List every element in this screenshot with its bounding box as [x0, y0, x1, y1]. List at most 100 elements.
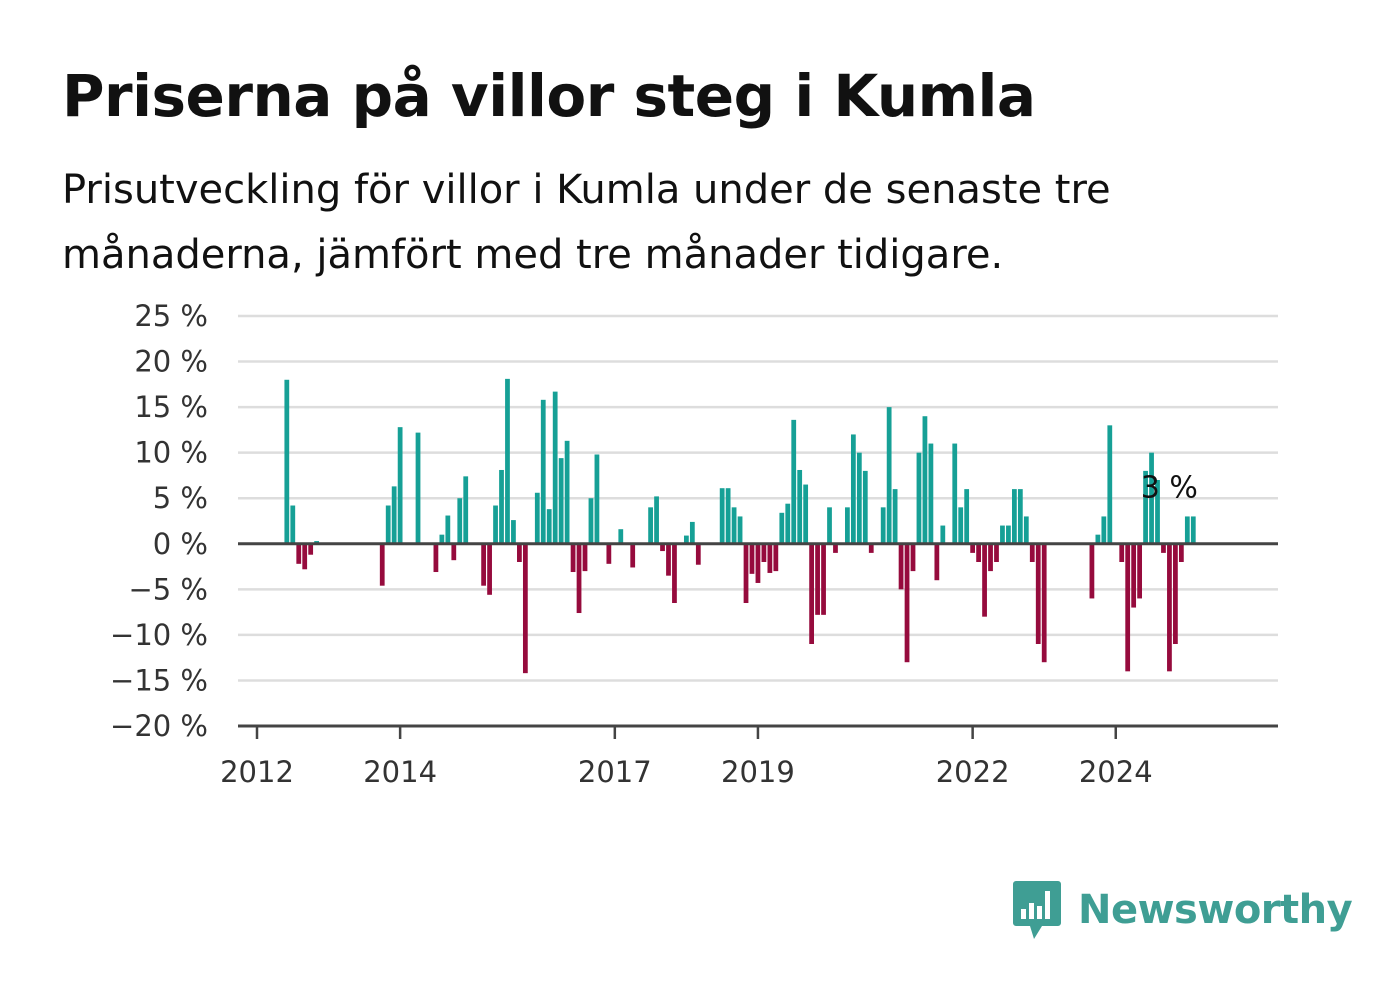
bar [1143, 470, 1148, 544]
bar [779, 512, 785, 544]
bar [522, 543, 528, 674]
bar [904, 543, 910, 663]
bar [284, 379, 290, 544]
y-tick-label: 10 % [134, 436, 208, 470]
bar [761, 543, 767, 562]
brand-name: Newsworthy [1078, 887, 1353, 933]
bar [827, 507, 832, 544]
bar [833, 543, 838, 553]
bar [695, 543, 701, 565]
bar [499, 469, 504, 544]
bar [767, 543, 773, 573]
bar [964, 489, 970, 544]
bar [958, 507, 964, 544]
bar [660, 543, 665, 552]
bar [618, 529, 624, 544]
bar [892, 489, 898, 544]
bar [546, 509, 552, 544]
y-tick-label: 20 % [134, 345, 208, 379]
y-axis-tick-labels: 25 % 20 % 15 % 10 % 5 % 0 % −5 % −10 % −15 % −20 … [110, 299, 208, 743]
bar [570, 543, 576, 573]
bar [558, 458, 564, 544]
bar [952, 443, 958, 544]
x-tick-label: 2012 [220, 755, 294, 789]
bar [1089, 543, 1095, 599]
bar [850, 434, 856, 544]
bar [773, 543, 779, 572]
bar [1107, 425, 1113, 544]
bar [743, 543, 749, 603]
x-tick-label: 2022 [936, 755, 1010, 789]
bar [296, 543, 302, 564]
bar [928, 443, 934, 544]
bar [463, 476, 469, 544]
y-tick-label: 15 % [134, 390, 208, 424]
bar [797, 469, 803, 544]
y-tick-label: −15 % [110, 663, 208, 697]
bar [1101, 516, 1107, 544]
bar [970, 543, 976, 553]
bar [731, 507, 737, 544]
bar [630, 543, 636, 568]
bar [922, 416, 928, 544]
chart-title: Priserna på villor steg i Kumla [62, 62, 1036, 130]
bar [672, 543, 677, 603]
bar [976, 543, 981, 562]
bar [534, 492, 540, 544]
bar [1029, 543, 1035, 562]
bar [988, 543, 993, 572]
bar [481, 543, 487, 586]
bar [886, 407, 892, 544]
bar [594, 454, 600, 544]
bar [1119, 543, 1125, 562]
x-axis: 2012 2014 2017 2019 2022 2024 [220, 724, 1278, 789]
y-tick-label: −20 % [110, 709, 208, 743]
bar [1017, 489, 1023, 544]
x-tick-label: 2014 [363, 755, 437, 789]
chart-subtitle: Prisutveckling för villor i Kumla under … [62, 167, 1111, 278]
bar [666, 543, 671, 576]
bar [379, 543, 385, 586]
bar [1184, 516, 1190, 544]
bar [821, 543, 826, 615]
bar [1011, 489, 1017, 544]
bar [606, 543, 612, 564]
bar [689, 521, 695, 544]
bar [1125, 543, 1131, 672]
bar [457, 498, 463, 544]
bar [1023, 516, 1029, 544]
y-tick-label: −10 % [110, 618, 208, 652]
bar-series [284, 378, 1196, 674]
bar [397, 427, 403, 544]
last-value-label: 3 % [1141, 470, 1198, 505]
bar [1000, 525, 1005, 544]
bar [290, 505, 296, 544]
bar [982, 543, 987, 617]
bar [391, 486, 397, 544]
bar [493, 505, 498, 544]
bar [433, 543, 439, 573]
bar [856, 452, 862, 544]
bar [940, 525, 946, 544]
bar [934, 543, 940, 581]
y-tick-label: 0 % [153, 527, 208, 561]
bar [552, 391, 558, 544]
bar [880, 507, 886, 544]
bar [1095, 534, 1101, 544]
bar [868, 543, 874, 553]
bar [1149, 452, 1154, 544]
x-tick-label: 2017 [578, 755, 652, 789]
bar [749, 543, 755, 574]
bar [994, 543, 999, 562]
bar [511, 520, 516, 544]
bar [785, 503, 791, 544]
bar [451, 543, 457, 561]
bar [916, 452, 922, 544]
bar [803, 484, 809, 544]
bar [719, 488, 725, 544]
bar [1190, 516, 1196, 544]
bar [791, 419, 797, 544]
bar [1137, 543, 1143, 599]
bar [737, 516, 743, 544]
